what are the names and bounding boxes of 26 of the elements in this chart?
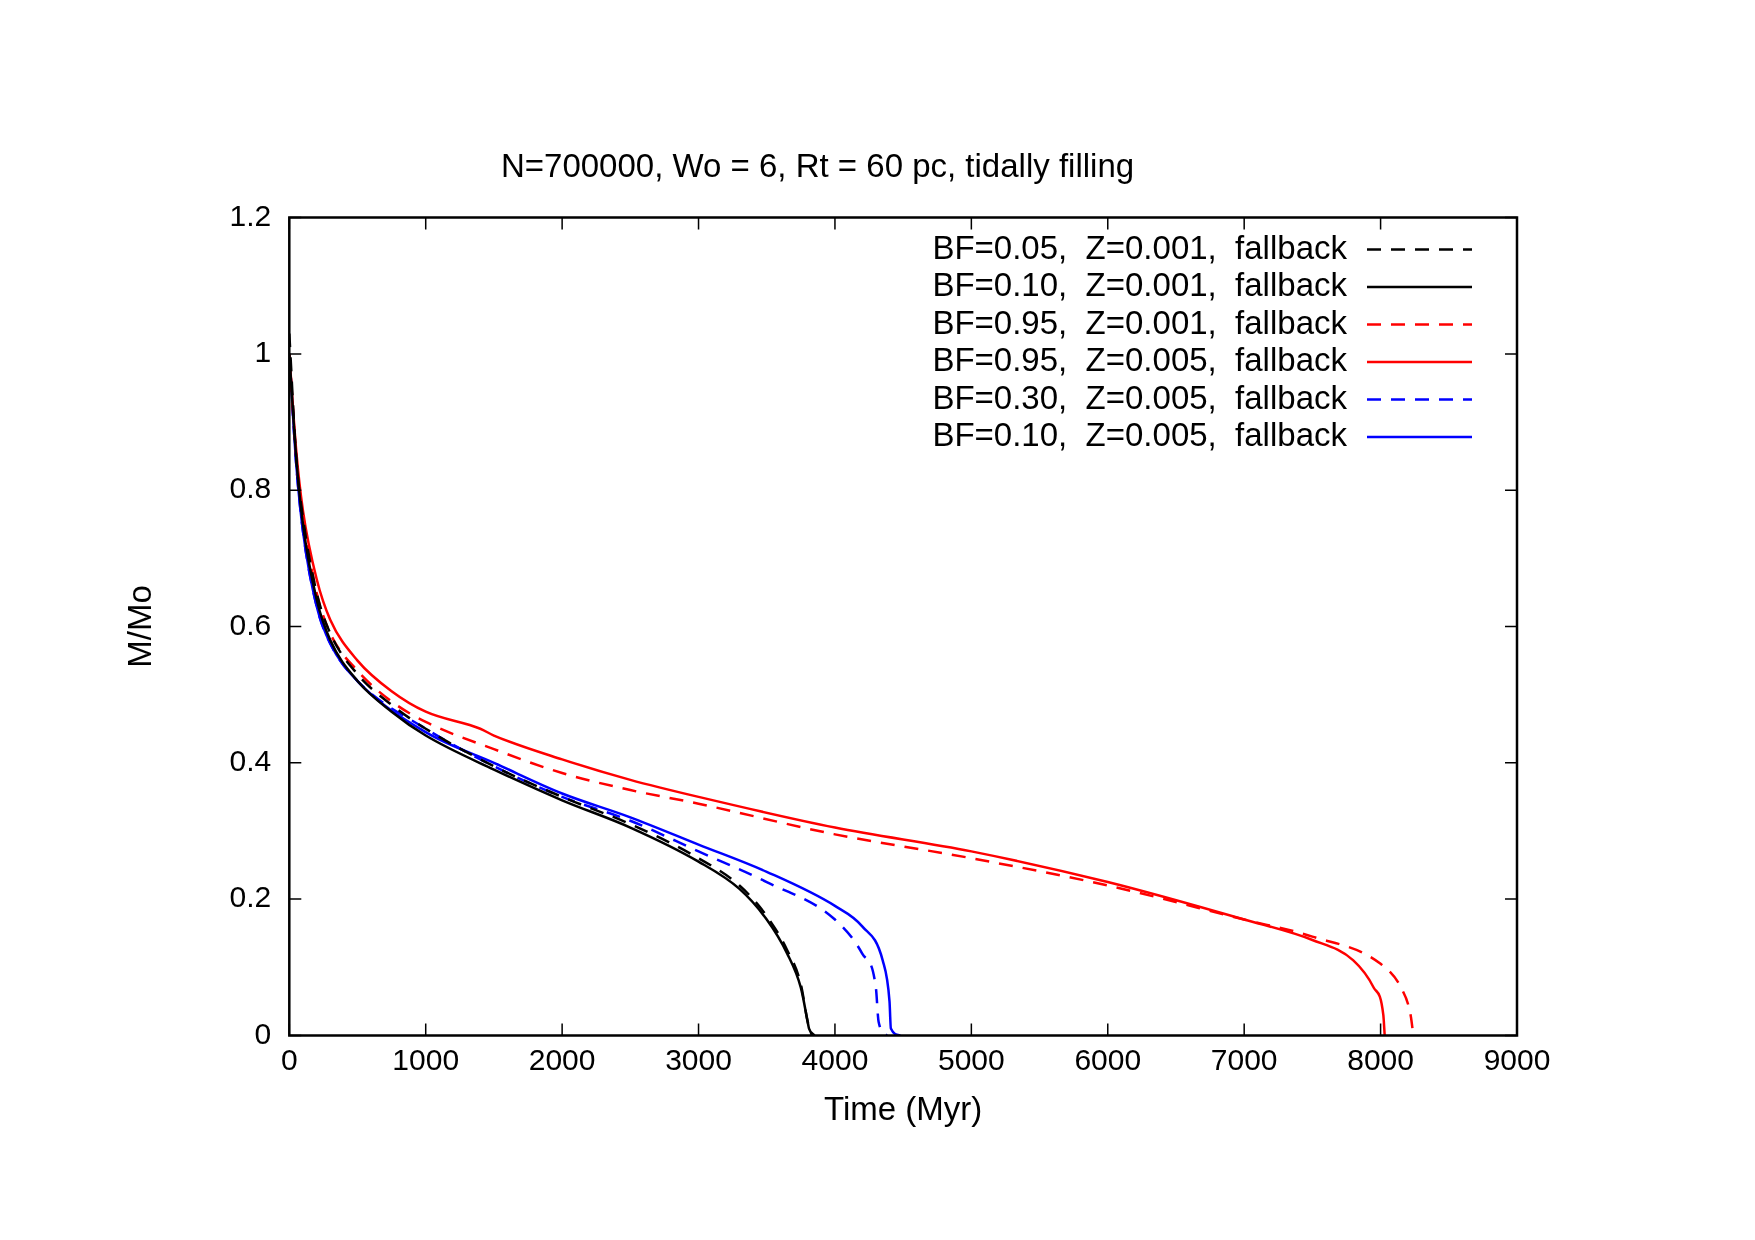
x-tick-label: 6000 [1074,1042,1142,1076]
y-axis-title: M/Mo [120,585,158,668]
x-tick-label: 0 [280,1042,298,1076]
chart-title: N=700000, Wo = 6, Rt = 60 pc, tidally filling [500,146,1135,184]
legend-label: BF=0.10, Z=0.001, fallback [932,266,1348,304]
legend-label: BF=0.10, Z=0.005, fallback [932,416,1348,454]
x-tick-label: 4000 [801,1042,869,1076]
x-tick-label: 5000 [937,1042,1005,1076]
x-tick-label: 2000 [528,1042,596,1076]
y-tick-label: 0 [254,1016,272,1050]
x-tick-label: 3000 [665,1042,732,1076]
y-tick-label: 0.6 [229,607,272,641]
y-tick-label: 0.2 [229,880,272,914]
x-tick-label: 8000 [1347,1042,1414,1076]
y-tick-label: 1 [254,335,272,369]
x-tick-label: 1000 [392,1042,460,1076]
y-tick-label: 0.4 [229,744,272,778]
x-axis-title: Time (Myr) [824,1090,983,1128]
x-tick-label: 7000 [1210,1042,1278,1076]
legend-label: BF=0.05, Z=0.001, fallback [932,228,1348,266]
y-tick-label: 1.2 [229,198,272,232]
x-tick-label: 9000 [1483,1042,1551,1076]
legend-label: BF=0.95, Z=0.005, fallback [932,341,1348,379]
legend-label: BF=0.95, Z=0.001, fallback [932,303,1348,341]
legend-label: BF=0.30, Z=0.005, fallback [932,378,1348,416]
y-tick-label: 0.8 [229,471,272,505]
